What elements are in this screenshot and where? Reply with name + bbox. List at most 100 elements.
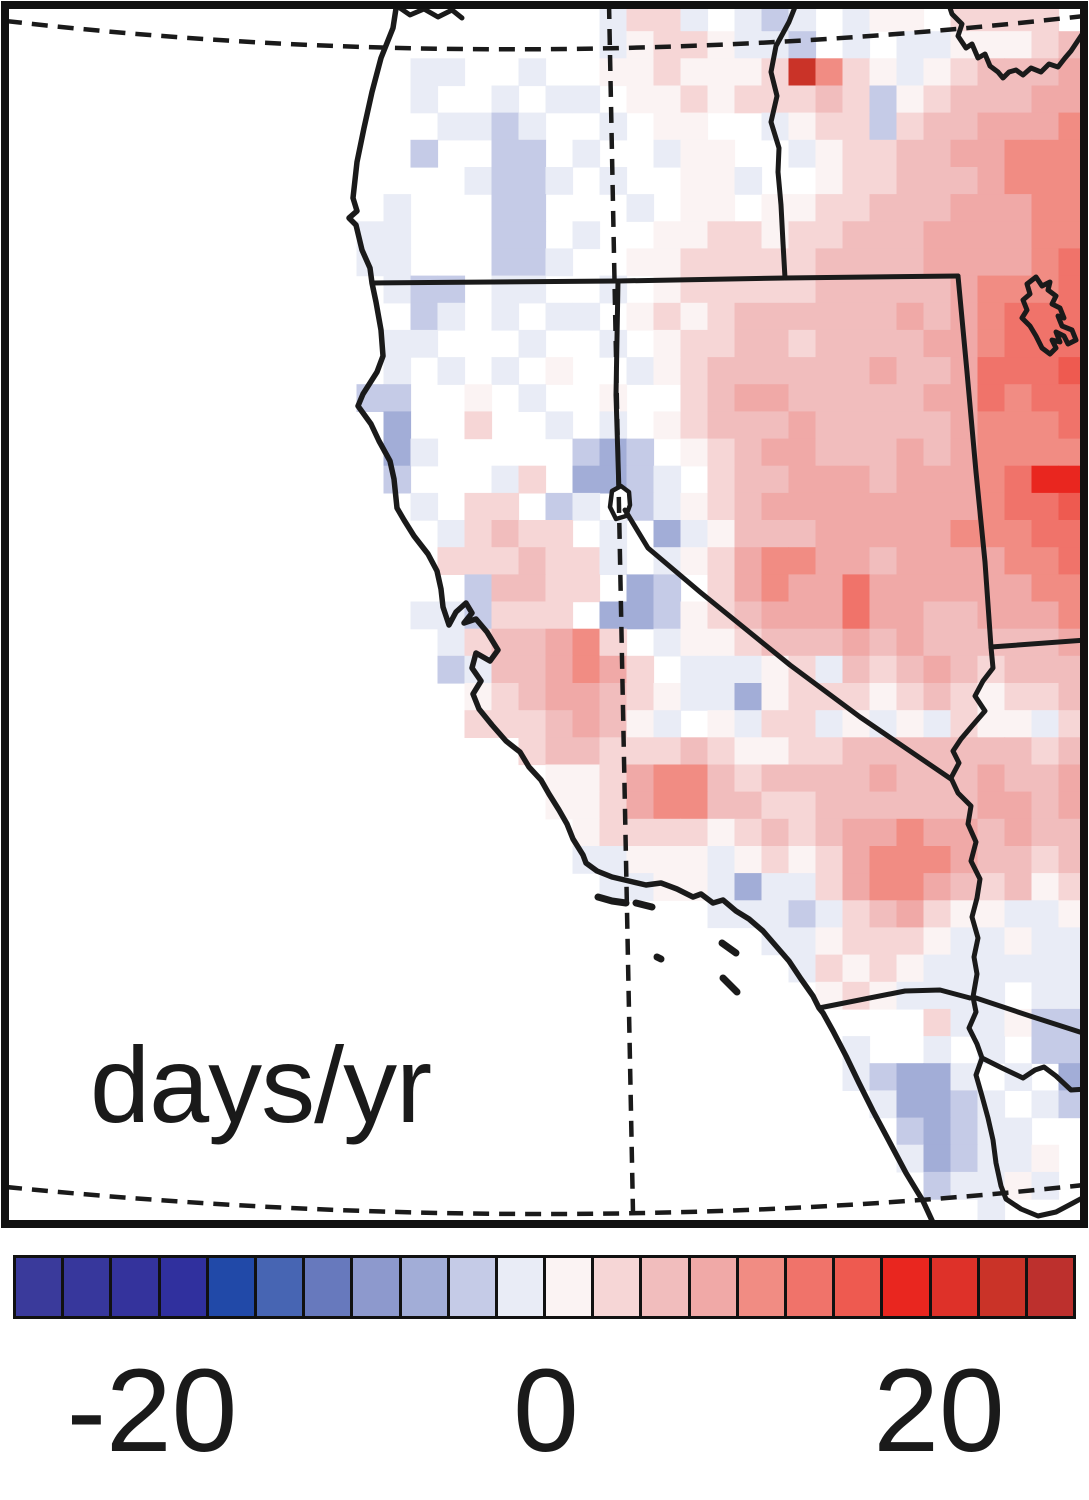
heatmap-cell bbox=[842, 520, 871, 548]
heatmap-cell bbox=[869, 302, 898, 331]
heatmap-cell bbox=[815, 927, 844, 956]
heatmap-cell bbox=[491, 357, 520, 385]
heatmap-cell bbox=[545, 574, 574, 603]
heatmap-cell bbox=[1058, 655, 1081, 684]
heatmap-cell bbox=[1004, 411, 1033, 440]
heatmap-cell bbox=[626, 465, 655, 494]
great-salt-lake bbox=[1019, 274, 1079, 357]
heatmap-cell bbox=[491, 683, 520, 711]
heatmap-cell bbox=[977, 275, 1006, 304]
heatmap-cell bbox=[491, 547, 520, 575]
heatmap-cell bbox=[653, 683, 682, 711]
heatmap-cell bbox=[761, 846, 790, 874]
heatmap-cell bbox=[1004, 194, 1033, 222]
graticule-meridian bbox=[606, 8, 636, 1214]
heatmap-cell bbox=[977, 139, 1006, 168]
heatmap-cell bbox=[977, 764, 1006, 793]
heatmap-cell bbox=[788, 927, 817, 956]
heatmap-cell bbox=[761, 465, 790, 494]
heatmap-cell bbox=[842, 628, 871, 657]
heatmap-cell bbox=[923, 954, 952, 983]
heatmap-cell bbox=[464, 167, 493, 195]
heatmap-cell bbox=[1031, 384, 1060, 412]
heatmap-cell bbox=[869, 520, 898, 548]
heatmap-cell bbox=[1031, 574, 1060, 603]
heatmap-cell bbox=[950, 574, 979, 603]
colorbar-bin bbox=[976, 1258, 1025, 1316]
heatmap-cell bbox=[734, 710, 763, 738]
heatmap-cell bbox=[1031, 357, 1060, 385]
heatmap-cell bbox=[977, 465, 1006, 494]
heatmap-cell bbox=[437, 357, 466, 385]
heatmap-cell bbox=[761, 683, 790, 711]
heatmap-cell bbox=[923, 628, 952, 657]
heatmap-cell bbox=[680, 601, 709, 630]
heatmap-cell bbox=[977, 574, 1006, 603]
heatmap-cell bbox=[518, 58, 547, 87]
heatmap-cell bbox=[815, 85, 844, 114]
heatmap-cell bbox=[518, 167, 547, 195]
heatmap-cell bbox=[1004, 737, 1033, 766]
heatmap-cell bbox=[1058, 411, 1081, 440]
heatmap-cell bbox=[815, 846, 844, 874]
heatmap-cell bbox=[788, 737, 817, 766]
heatmap-cell bbox=[626, 31, 655, 59]
heatmap-cell bbox=[896, 194, 925, 222]
heatmap-cell bbox=[923, 194, 952, 222]
heatmap-cell bbox=[707, 492, 736, 521]
heatmap-cell bbox=[410, 302, 439, 331]
heatmap-cell bbox=[653, 791, 682, 820]
heatmap-cell bbox=[383, 384, 412, 412]
heatmap-cell bbox=[977, 357, 1006, 385]
heatmap-cell bbox=[707, 873, 736, 901]
heatmap-cell bbox=[491, 302, 520, 331]
heatmap-cell bbox=[869, 8, 898, 32]
heatmap-cell bbox=[923, 818, 952, 847]
heatmap-cell bbox=[923, 58, 952, 87]
heatmap-cell bbox=[842, 167, 871, 195]
heatmap-cell bbox=[788, 329, 817, 358]
heatmap-cell bbox=[1004, 764, 1033, 793]
heatmap-cell bbox=[788, 58, 817, 87]
heatmap-cell bbox=[923, 357, 952, 385]
heatmap-cell bbox=[491, 112, 520, 141]
heatmap-cell bbox=[842, 438, 871, 467]
heatmap-cell bbox=[788, 873, 817, 901]
heatmap-cell bbox=[626, 683, 655, 711]
heatmap-cell bbox=[626, 8, 655, 32]
unit-label: days/yr bbox=[90, 1024, 432, 1145]
heatmap-cell bbox=[869, 221, 898, 250]
heatmap-cell bbox=[680, 547, 709, 575]
colorbar-bin bbox=[446, 1258, 495, 1316]
heatmap-cell bbox=[842, 900, 871, 929]
heatmap-cell bbox=[599, 818, 628, 847]
heatmap-cell bbox=[923, 1090, 952, 1119]
heatmap-cell bbox=[950, 547, 979, 575]
heatmap-cell bbox=[1058, 846, 1081, 874]
heatmap-cell bbox=[545, 628, 574, 657]
heatmap-cell bbox=[1031, 167, 1060, 195]
heatmap-cell bbox=[680, 139, 709, 168]
heatmap-cell bbox=[707, 737, 736, 766]
heatmap-cell bbox=[653, 465, 682, 494]
graticule-parallel-top bbox=[8, 14, 1081, 52]
heatmap-cell bbox=[1031, 31, 1060, 59]
heatmap-cell bbox=[842, 465, 871, 494]
heatmap-cell bbox=[977, 112, 1006, 141]
heatmap-cell bbox=[464, 411, 493, 440]
heatmap-cell bbox=[950, 139, 979, 168]
heatmap-cell bbox=[1004, 112, 1033, 141]
heatmap-cell bbox=[464, 574, 493, 603]
heatmap-cell bbox=[1004, 683, 1033, 711]
heatmap-cell bbox=[491, 520, 520, 548]
heatmap-cell bbox=[869, 411, 898, 440]
heatmap-cell bbox=[950, 275, 979, 304]
heatmap-cell bbox=[383, 248, 412, 277]
heatmap-cell bbox=[896, 574, 925, 603]
heatmap-cell bbox=[653, 574, 682, 603]
heatmap-cell bbox=[923, 112, 952, 141]
heatmap-cell bbox=[950, 1090, 979, 1119]
heatmap-cell bbox=[761, 547, 790, 575]
heatmap-cell bbox=[842, 329, 871, 358]
heatmap-cell bbox=[896, 275, 925, 304]
